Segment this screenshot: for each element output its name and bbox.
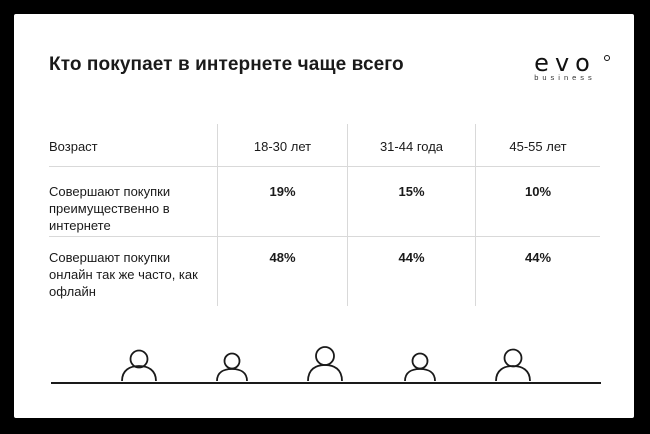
person-icon xyxy=(216,352,248,382)
header-cell: 18-30 лет xyxy=(217,124,347,166)
logo-word: evo xyxy=(534,49,596,77)
table-row: Совершают покупки онлайн так же часто, к… xyxy=(49,237,600,306)
header-cell: Возраст xyxy=(49,139,98,154)
row-value: 44% xyxy=(475,237,600,306)
header-cell: 31-44 года xyxy=(347,124,475,166)
baseline xyxy=(51,382,601,384)
row-value: 10% xyxy=(475,167,600,236)
slide-card: Кто покупает в интернете чаще всего evo … xyxy=(14,14,634,418)
stats-table: Возраст 18-30 лет 31-44 года 45-55 лет С… xyxy=(49,124,600,306)
person-icon xyxy=(495,348,531,382)
table-header-row: Возраст 18-30 лет 31-44 года 45-55 лет xyxy=(49,124,600,167)
row-value: 15% xyxy=(347,167,475,236)
people-illustration xyxy=(14,339,634,389)
row-label: Совершают покупки онлайн так же часто, к… xyxy=(49,250,198,299)
person-icon xyxy=(121,349,157,382)
logo-subtitle: business xyxy=(534,73,596,82)
row-label: Совершают покупки преимущественно в инте… xyxy=(49,184,171,233)
page-title: Кто покупает в интернете чаще всего xyxy=(49,54,404,75)
header-cell: 45-55 лет xyxy=(475,124,600,166)
people-svg xyxy=(121,346,531,382)
logo-dot xyxy=(604,55,610,61)
person-icon xyxy=(307,346,343,382)
row-value: 19% xyxy=(217,167,347,236)
row-value: 44% xyxy=(347,237,475,306)
table-row: Совершают покупки преимущественно в инте… xyxy=(49,167,600,237)
evo-business-logo: evo business xyxy=(522,49,610,94)
row-value: 48% xyxy=(217,237,347,306)
person-icon xyxy=(404,352,436,382)
